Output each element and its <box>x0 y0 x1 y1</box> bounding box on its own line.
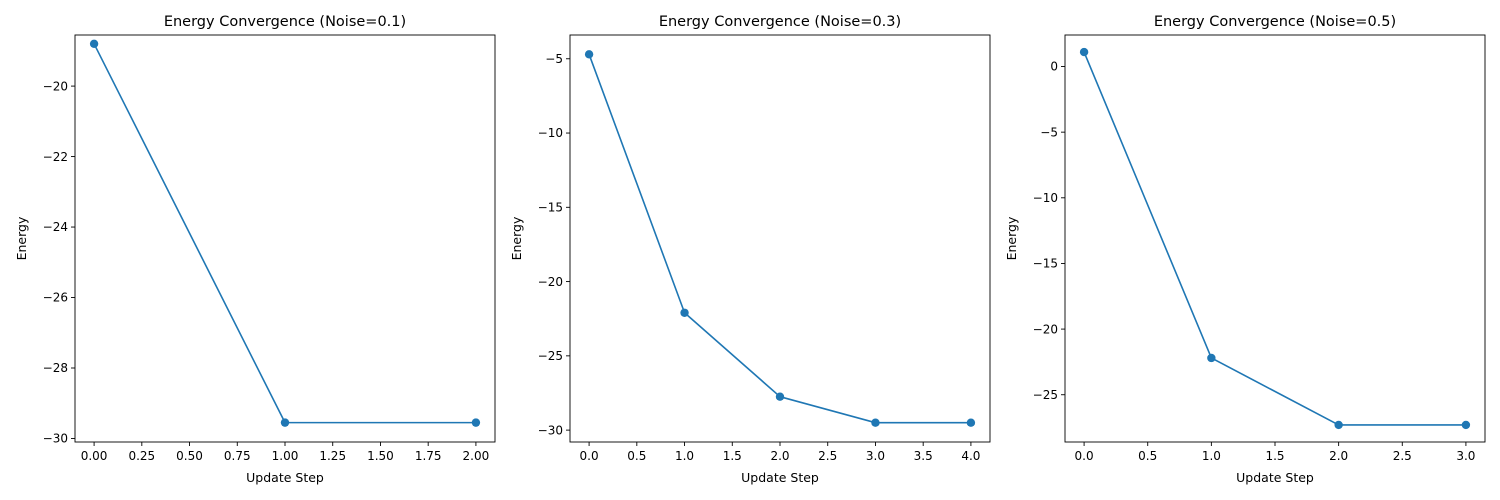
x-tick-label: 1.0 <box>1202 449 1221 463</box>
x-tick-label: 3.5 <box>914 449 933 463</box>
y-tick-label: −15 <box>538 201 563 215</box>
y-tick-label: −5 <box>545 52 563 66</box>
x-tick-label: 2.5 <box>818 449 837 463</box>
x-tick-label: 0.00 <box>81 449 108 463</box>
y-tick-label: −10 <box>538 126 563 140</box>
data-point <box>89 39 99 49</box>
data-point <box>280 418 290 427</box>
y-tick-label: −22 <box>43 150 68 164</box>
x-tick-label: 1.00 <box>272 449 299 463</box>
x-tick-label: 1.75 <box>415 449 442 463</box>
data-point <box>1461 420 1471 430</box>
chart-title: Energy Convergence (Noise=0.3) <box>659 14 901 30</box>
y-tick-label: −26 <box>43 291 68 305</box>
data-point <box>966 418 976 427</box>
chart-title: Energy Convergence (Noise=0.5) <box>1154 14 1396 30</box>
x-tick-label: 0.25 <box>128 449 155 463</box>
x-tick-label: 1.5 <box>1265 449 1284 463</box>
x-tick-label: 1.0 <box>675 449 694 463</box>
y-axis-label: Energy <box>14 216 29 260</box>
x-tick-label: 0.75 <box>224 449 251 463</box>
x-tick-label: 3.0 <box>866 449 885 463</box>
y-tick-label: −25 <box>538 349 563 363</box>
y-tick-label: −20 <box>43 79 68 93</box>
y-tick-label: −20 <box>1033 322 1058 336</box>
y-tick-label: −28 <box>43 361 68 375</box>
y-tick-label: −5 <box>1040 125 1058 139</box>
x-tick-label: 0.0 <box>1075 449 1094 463</box>
x-axis-label: Update Step <box>741 470 819 485</box>
x-tick-label: 2.0 <box>770 449 789 463</box>
chart-marks: 0.00 0.25 0.50 0.75 1.00 1.25 1.50 1.75 2.00 −30 −… <box>43 39 490 463</box>
data-point <box>471 418 481 427</box>
series-line <box>1083 51 1466 426</box>
data-point <box>1334 420 1343 430</box>
y-tick-label: −24 <box>43 220 68 234</box>
data-point <box>775 392 785 401</box>
chart-marks: 0.0 0.5 1.0 1.5 2.0 2.5 3.0 −25 −20 −15 −10 −5 0 <box>1033 47 1475 463</box>
subplot-2: 0.0 0.5 1.0 1.5 2.0 2.5 3.0 3.5 4.0 −30 −25 −20 −15 −… <box>509 14 991 485</box>
x-tick-label: 2.5 <box>1393 449 1412 463</box>
y-tick-label: −10 <box>1033 191 1058 205</box>
y-axis-label: Energy <box>509 216 524 260</box>
data-point <box>1079 47 1089 57</box>
x-tick-label: 1.5 <box>723 449 742 463</box>
y-tick-label: −25 <box>1033 388 1058 402</box>
x-tick-label: 1.50 <box>367 449 394 463</box>
data-point <box>584 50 594 59</box>
x-tick-label: 1.25 <box>319 449 346 463</box>
x-tick-label: 4.0 <box>961 449 980 463</box>
x-tick-label: 2.0 <box>1329 449 1348 463</box>
x-tick-label: 3.0 <box>1456 449 1475 463</box>
data-point <box>1207 353 1216 363</box>
x-axis-label: Update Step <box>1236 470 1314 485</box>
subplot-3: 0.0 0.5 1.0 1.5 2.0 2.5 3.0 −25 −20 −15 −10 −5 0 Ene… <box>1004 14 1486 485</box>
y-tick-label: −20 <box>538 275 563 289</box>
x-tick-label: 0.0 <box>580 449 599 463</box>
y-tick-label: −30 <box>43 432 68 446</box>
data-point <box>680 308 689 317</box>
x-tick-label: 0.50 <box>176 449 203 463</box>
y-tick-label: −30 <box>538 423 563 437</box>
subplot-1: 0.00 0.25 0.50 0.75 1.00 1.25 1.50 1.75 2.00 −30 −… <box>14 14 496 485</box>
data-point <box>871 418 880 427</box>
x-tick-label: 2.00 <box>463 449 490 463</box>
y-axis-label: Energy <box>1004 216 1019 260</box>
chart-marks: 0.0 0.5 1.0 1.5 2.0 2.5 3.0 3.5 4.0 −30 −25 −20 −15 −… <box>538 50 980 463</box>
y-tick-label: 0 <box>1050 60 1058 74</box>
x-axis-label: Update Step <box>246 470 324 485</box>
x-tick-label: 0.5 <box>627 449 646 463</box>
y-tick-label: −15 <box>1033 257 1058 271</box>
x-tick-label: 0.5 <box>1138 449 1157 463</box>
chart-title: Energy Convergence (Noise=0.1) <box>164 14 406 30</box>
